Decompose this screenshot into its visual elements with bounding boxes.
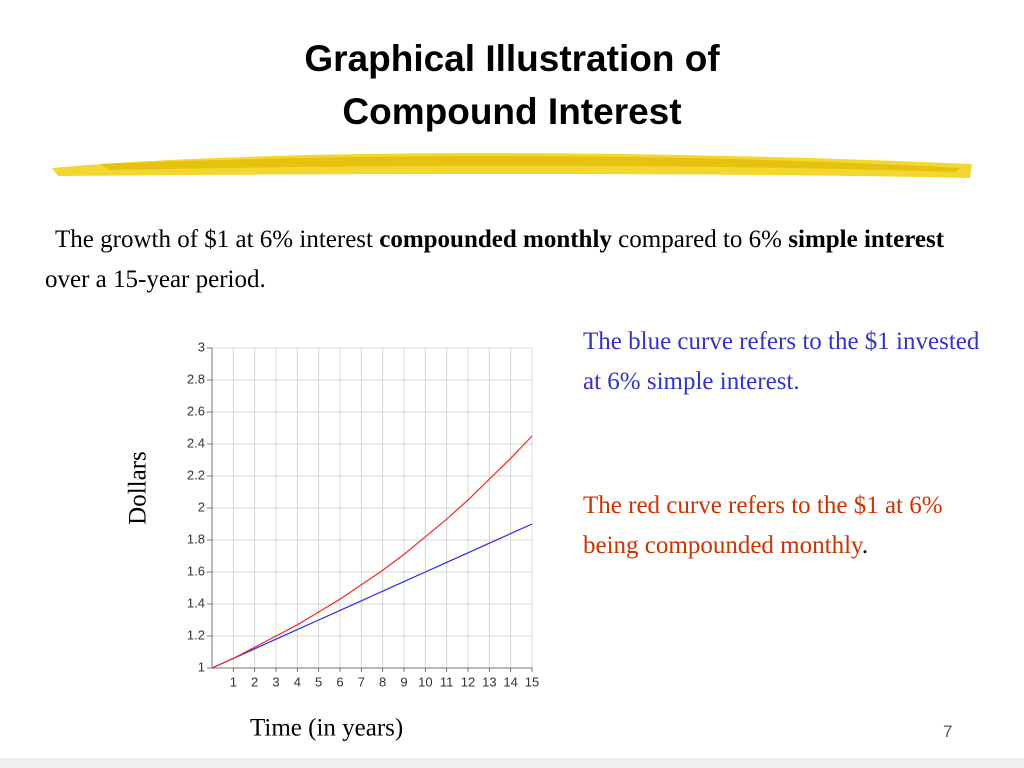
x-tick-label: 8	[379, 674, 386, 689]
y-tick-label: 2.4	[187, 435, 205, 450]
series-line	[211, 523, 533, 669]
x-tick-label: 3	[272, 674, 279, 689]
x-tick-label: 13	[482, 674, 496, 689]
bold-text: compounded monthly	[379, 226, 612, 253]
y-tick-label: 1	[198, 659, 205, 674]
y-axis-label: Dollars	[125, 451, 152, 525]
x-tick-label: 6	[336, 674, 343, 689]
text: The red curve refers to the $1 at 6% bei…	[583, 492, 943, 559]
x-tick-label: 14	[503, 674, 517, 689]
x-tick-label: 15	[525, 674, 539, 689]
y-tick-label: 2.8	[187, 371, 205, 386]
footer-band	[0, 758, 1024, 768]
x-axis-label: Time (in years)	[250, 715, 403, 742]
title-line: Compound Interest	[342, 91, 682, 132]
x-tick-label: 12	[461, 674, 475, 689]
y-tick-label: 1.6	[187, 563, 205, 578]
x-tick-label: 2	[251, 674, 258, 689]
y-tick-label: 2.2	[187, 467, 205, 482]
y-tick-label: 1.2	[187, 627, 205, 642]
page-number: 7	[943, 722, 953, 741]
x-tick-label: 9	[400, 674, 407, 689]
series-line	[211, 435, 533, 669]
y-tick-label: 2.6	[187, 403, 205, 418]
x-tick-label: 4	[294, 674, 301, 689]
intro-text: The growth of $1 at 6% interest compound…	[45, 220, 985, 300]
title-line: Graphical Illustration of	[304, 38, 720, 79]
text: compared to 6%	[611, 226, 789, 253]
y-tick-label: 2	[198, 499, 205, 514]
x-tick-label: 10	[418, 674, 432, 689]
y-tick-label: 1.8	[187, 531, 205, 546]
slide-title: Graphical Illustration of Compound Inter…	[0, 32, 1024, 138]
x-tick-label: 7	[358, 674, 365, 689]
y-tick-label: 1.4	[187, 595, 205, 610]
text: The growth of $1 at 6% interest	[55, 226, 380, 253]
text: over a 15-year period.	[45, 266, 266, 293]
note-red: The red curve refers to the $1 at 6% bei…	[583, 486, 983, 566]
x-tick-label: 5	[315, 674, 322, 689]
text: .	[861, 532, 869, 559]
x-tick-label: 1	[230, 674, 237, 689]
x-tick-label: 11	[440, 674, 454, 689]
highlight-stroke	[100, 156, 960, 172]
note-blue: The blue curve refers to the $1 invested…	[583, 328, 980, 395]
y-tick-label: 3	[198, 339, 205, 354]
bold-text: simple interest	[788, 226, 945, 253]
